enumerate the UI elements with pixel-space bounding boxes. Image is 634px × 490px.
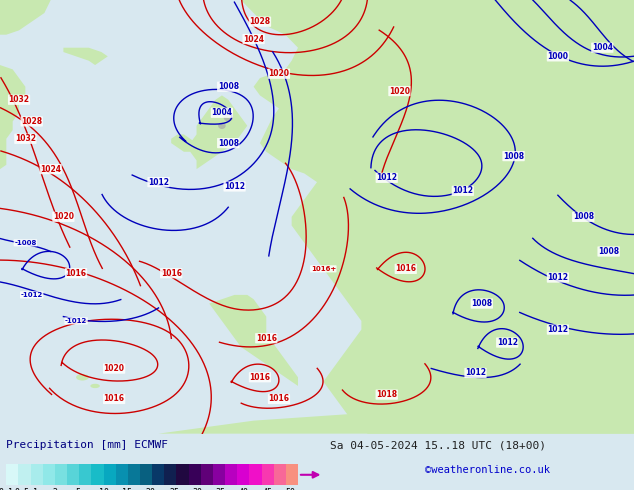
Text: -1008: -1008 <box>14 240 37 246</box>
Text: 1020: 1020 <box>53 212 74 221</box>
Text: 1028: 1028 <box>249 17 271 26</box>
Bar <box>43 464 55 486</box>
Bar <box>6 464 18 486</box>
Text: 0.5: 0.5 <box>15 488 30 490</box>
Text: 1032: 1032 <box>8 95 30 104</box>
Text: 20: 20 <box>146 488 156 490</box>
Text: 1016: 1016 <box>395 265 417 273</box>
Text: 1016: 1016 <box>65 269 87 278</box>
Text: 1004: 1004 <box>211 108 233 117</box>
Bar <box>286 464 298 486</box>
Text: 1: 1 <box>33 488 38 490</box>
Text: -1012: -1012 <box>65 318 87 324</box>
Polygon shape <box>0 65 25 173</box>
Text: 1004: 1004 <box>592 43 613 52</box>
Text: 1012: 1012 <box>376 173 398 182</box>
Polygon shape <box>311 0 399 156</box>
Text: Precipitation [mm] ECMWF: Precipitation [mm] ECMWF <box>6 441 169 450</box>
Bar <box>18 464 30 486</box>
Text: 1024: 1024 <box>40 165 61 173</box>
Polygon shape <box>209 295 298 386</box>
Text: ©weatheronline.co.uk: ©weatheronline.co.uk <box>425 466 550 475</box>
Text: -1012: -1012 <box>20 292 43 298</box>
Text: 1008: 1008 <box>471 299 493 308</box>
Text: 1024: 1024 <box>243 34 264 44</box>
Bar <box>274 464 286 486</box>
Ellipse shape <box>223 113 233 122</box>
Bar <box>152 464 164 486</box>
Text: 1008: 1008 <box>217 82 239 91</box>
Bar <box>249 464 262 486</box>
Bar <box>55 464 67 486</box>
Text: 40: 40 <box>239 488 249 490</box>
Text: 1016+: 1016+ <box>311 266 336 272</box>
Bar <box>201 464 213 486</box>
Bar <box>237 464 249 486</box>
Text: 1012: 1012 <box>148 178 169 187</box>
Ellipse shape <box>76 374 89 381</box>
Bar <box>262 464 274 486</box>
Polygon shape <box>0 0 51 35</box>
Text: 1016: 1016 <box>103 394 125 403</box>
Text: 1016: 1016 <box>160 269 182 278</box>
Bar <box>67 464 79 486</box>
Text: 1020: 1020 <box>268 69 290 78</box>
Text: 15: 15 <box>122 488 133 490</box>
Text: 1012: 1012 <box>224 182 245 191</box>
Text: 1012: 1012 <box>547 273 569 282</box>
Bar <box>116 464 128 486</box>
Text: 45: 45 <box>262 488 273 490</box>
Text: 1032: 1032 <box>15 134 36 143</box>
Text: 1012: 1012 <box>547 325 569 334</box>
Polygon shape <box>0 399 634 434</box>
Bar <box>30 464 43 486</box>
Text: 5: 5 <box>75 488 81 490</box>
Text: 1012: 1012 <box>452 186 474 196</box>
Text: 1020: 1020 <box>389 87 410 96</box>
Text: 1016: 1016 <box>256 334 277 343</box>
Text: 25: 25 <box>169 488 179 490</box>
Text: Sa 04-05-2024 15..18 UTC (18+00): Sa 04-05-2024 15..18 UTC (18+00) <box>330 441 546 450</box>
Bar <box>79 464 91 486</box>
Bar <box>164 464 176 486</box>
Text: 1008: 1008 <box>217 139 239 147</box>
Text: 1028: 1028 <box>21 117 42 126</box>
Text: 1008: 1008 <box>598 247 619 256</box>
Text: 1016: 1016 <box>249 373 271 382</box>
Text: 1000: 1000 <box>547 52 569 61</box>
Bar <box>189 464 201 486</box>
Text: 10: 10 <box>99 488 109 490</box>
Text: 1016: 1016 <box>268 394 290 403</box>
Polygon shape <box>241 0 634 434</box>
Polygon shape <box>171 134 197 152</box>
Text: 2: 2 <box>52 488 57 490</box>
Bar <box>176 464 189 486</box>
Bar <box>91 464 103 486</box>
Ellipse shape <box>90 384 100 388</box>
Text: 1008: 1008 <box>573 212 594 221</box>
Bar <box>225 464 237 486</box>
Bar <box>213 464 225 486</box>
Text: 35: 35 <box>216 488 226 490</box>
Text: 1018: 1018 <box>376 390 398 399</box>
Ellipse shape <box>218 122 226 129</box>
Text: 1008: 1008 <box>503 151 524 161</box>
Bar <box>103 464 116 486</box>
Polygon shape <box>63 48 108 65</box>
Polygon shape <box>190 96 247 169</box>
Bar <box>128 464 140 486</box>
Text: 1012: 1012 <box>465 368 486 377</box>
Text: 30: 30 <box>192 488 202 490</box>
Text: 1012: 1012 <box>496 338 518 347</box>
Text: 50: 50 <box>286 488 295 490</box>
Text: 0.1: 0.1 <box>0 488 14 490</box>
Bar <box>140 464 152 486</box>
Text: 1020: 1020 <box>103 364 125 373</box>
